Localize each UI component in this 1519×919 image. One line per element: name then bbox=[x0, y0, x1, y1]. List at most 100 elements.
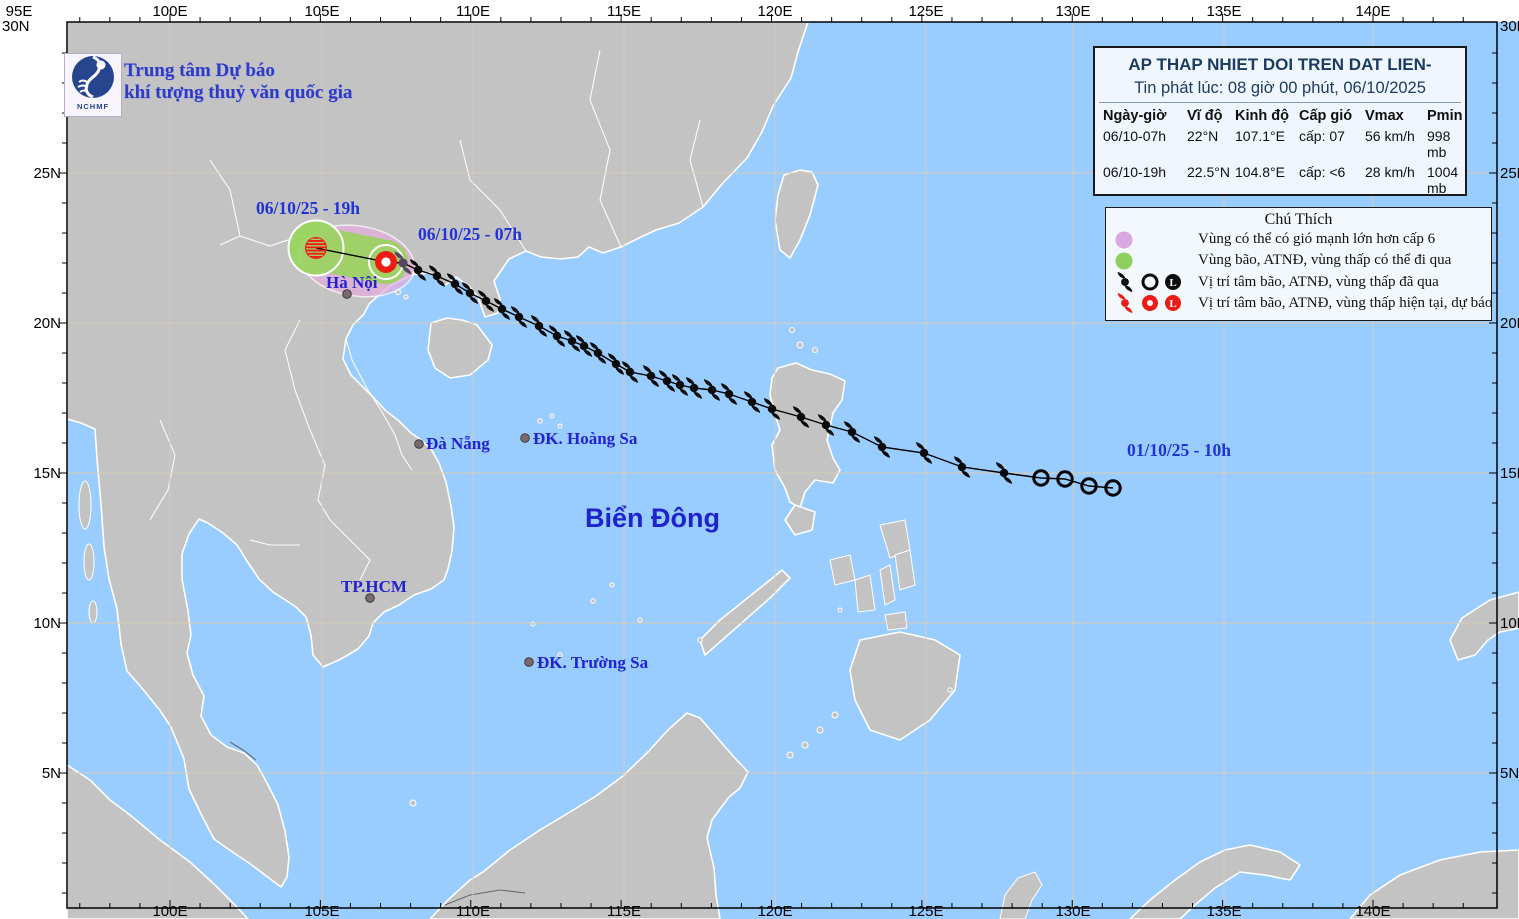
storm-track bbox=[305, 237, 1122, 497]
cell: 06/10-19h bbox=[1103, 164, 1167, 180]
axis-label-corner: 30N bbox=[1500, 18, 1519, 35]
bulletin-title: AP THAP NHIET DOI TREN DAT LIEN- bbox=[1128, 55, 1432, 74]
col-header: Vmax bbox=[1365, 108, 1404, 124]
track-date-label: 06/10/25 - 19h bbox=[256, 198, 360, 218]
depression-past-icon bbox=[1141, 273, 1159, 291]
axes: 95E 100E 100E 105E 105E 110E 110E 115E 115E 120E 1… bbox=[2, 3, 1519, 919]
svg-text:L: L bbox=[1169, 277, 1176, 289]
low-past-icon: L bbox=[1165, 274, 1181, 290]
cell: 28 km/h bbox=[1365, 164, 1415, 180]
logo-caption: NCHMF bbox=[76, 102, 110, 111]
island-luzon bbox=[769, 362, 846, 509]
svg-text:L: L bbox=[1169, 298, 1176, 310]
legend-item-passage-area: Vùng bão, ATNĐ, vùng thấp có thể đi qua bbox=[1106, 250, 1491, 271]
city-dot bbox=[524, 657, 534, 667]
cell: 22.5°N bbox=[1187, 164, 1230, 180]
axis-label-lat-left: 15N bbox=[33, 465, 61, 482]
city-label: TP.HCM bbox=[341, 577, 407, 596]
city-dot bbox=[365, 593, 375, 603]
col-header: Pmin bbox=[1427, 108, 1463, 124]
cell: 22°N bbox=[1187, 128, 1219, 144]
depression-symbol-past bbox=[1080, 477, 1098, 495]
org-line1: Trung tâm Dự báo bbox=[124, 60, 275, 81]
cell: cấp: 07 bbox=[1299, 128, 1345, 144]
cell: 107.1°E bbox=[1235, 128, 1285, 144]
map-frame bbox=[66, 21, 1498, 909]
axis-label-lon-bottom: 130E bbox=[1055, 903, 1090, 919]
cell: cấp: <6 bbox=[1299, 164, 1346, 180]
cell: 06/10-07h bbox=[1103, 128, 1167, 144]
bulletin-table: Ngày-giờ Vĩ độ Kinh độ Cấp gió Vmax Pmin… bbox=[1095, 103, 1465, 196]
col-header: Ngày-giờ bbox=[1103, 108, 1167, 124]
axis-label-lat-right: 5N bbox=[1500, 765, 1519, 782]
legend-label: Vùng có thể có gió mạnh lớn hơn cấp 6 bbox=[1198, 231, 1436, 247]
cell: 1004 mb bbox=[1427, 164, 1459, 196]
typhoon-current-icon bbox=[1117, 293, 1133, 313]
axis-label-lon-top: 140E bbox=[1355, 3, 1390, 20]
track-date-label: 01/10/25 - 10h bbox=[1127, 440, 1231, 460]
city-dot bbox=[342, 289, 352, 299]
axis-label-lat-right: 15N bbox=[1500, 465, 1519, 482]
cell: 998 mb bbox=[1427, 128, 1451, 160]
current-position-center bbox=[381, 257, 391, 267]
cell: 56 km/h bbox=[1365, 128, 1415, 144]
axis-label-lon-top: 120E bbox=[757, 3, 792, 20]
island-mindoro bbox=[784, 504, 816, 536]
axis-label-lon-bottom: 120E bbox=[757, 903, 792, 919]
island-mindanao bbox=[849, 631, 961, 741]
axis-label-lat-left: 10N bbox=[33, 615, 61, 632]
depression-symbol-past bbox=[1104, 479, 1122, 497]
depression-current-icon bbox=[1142, 295, 1158, 311]
axis-label-lon-bottom: 135E bbox=[1206, 903, 1241, 919]
purple-area-icon bbox=[1115, 231, 1133, 248]
axis-label-lat-right: 10N bbox=[1500, 615, 1519, 632]
axis-label-lat-left: 20N bbox=[33, 315, 61, 332]
city-dot bbox=[520, 433, 530, 443]
low-current-icon: L bbox=[1165, 295, 1181, 311]
city-label: ĐK. Hoàng Sa bbox=[533, 429, 638, 448]
island-sulawesi bbox=[1129, 844, 1301, 919]
legend-label: Vị trí tâm bão, ATNĐ, vùng thấp hiện tại… bbox=[1198, 294, 1493, 311]
axis-label-lon-top: 130E bbox=[1055, 3, 1090, 20]
col-header: Vĩ độ bbox=[1187, 108, 1223, 124]
axis-label-lon-bottom: 115E bbox=[607, 903, 641, 919]
nchmf-logo: NCHMF bbox=[64, 53, 122, 117]
axis-label-lon-top: 115E bbox=[607, 3, 641, 20]
land-bottom-right bbox=[1349, 849, 1519, 919]
axis-label-lon-top: 110E bbox=[456, 3, 490, 20]
island-palawan bbox=[699, 569, 791, 656]
city-label: Hà Nội bbox=[326, 273, 378, 292]
bulletin-issued-time: Tin phát lúc: 08 giờ 00 phút, 06/10/2025 bbox=[1099, 79, 1461, 103]
axis-label-lon-top: 135E bbox=[1206, 3, 1241, 20]
legend-item-past-position: L Vị trí tâm bão, ATNĐ, vùng thấp đã qua bbox=[1106, 271, 1491, 292]
axis-label-lon-top: 125E bbox=[908, 3, 943, 20]
forecast-position-symbol bbox=[305, 237, 327, 259]
city-dot bbox=[414, 439, 424, 449]
legend-title: Chú Thích bbox=[1264, 211, 1333, 228]
legend-label: Vùng bão, ATNĐ, vùng thấp có thể đi qua bbox=[1198, 252, 1452, 268]
org-line2: khí tượng thuỷ văn quốc gia bbox=[124, 82, 353, 103]
axis-label-lon-bottom: 105E bbox=[304, 903, 339, 919]
legend-label: Vị trí tâm bão, ATNĐ, vùng thấp đã qua bbox=[1198, 273, 1439, 290]
landmasses bbox=[67, 22, 1519, 919]
bulletin-info-box: AP THAP NHIET DOI TREN DAT LIEN- Tin phá… bbox=[1093, 46, 1467, 196]
axis-label-lat-right: 20N bbox=[1500, 315, 1519, 332]
axis-label-lon-bottom: 125E bbox=[908, 903, 943, 919]
map-labels: Hà Nội Đà Nẵng ĐK. Hoàng Sa TP.HCM ĐK. Trườn… bbox=[256, 198, 1231, 672]
city-label: Đà Nẵng bbox=[426, 434, 490, 453]
island-taiwan bbox=[774, 169, 819, 259]
axis-label-corner: 30N bbox=[2, 18, 30, 35]
legend: Chú Thích Vùng có thể có gió mạnh lớn hơ… bbox=[1105, 207, 1492, 321]
legend-item-current-position: L Vị trí tâm bão, ATNĐ, vùng thấp hiện t… bbox=[1106, 292, 1493, 313]
axis-label-lon-bottom: 110E bbox=[456, 903, 490, 919]
sea-name-label: Biển Đông bbox=[585, 503, 720, 533]
axis-label-lon-top: 105E bbox=[304, 3, 339, 20]
axis-label-lon-top: 95E bbox=[6, 3, 33, 20]
typhoon-past-icon bbox=[1117, 272, 1133, 292]
nchmf-logo-icon bbox=[72, 55, 114, 99]
axis-label-lat-right: 25N bbox=[1500, 165, 1519, 182]
city-label: ĐK. Trường Sa bbox=[537, 653, 649, 672]
depression-symbol-past bbox=[1032, 469, 1050, 487]
axis-label-lat-left: 25N bbox=[33, 165, 61, 182]
